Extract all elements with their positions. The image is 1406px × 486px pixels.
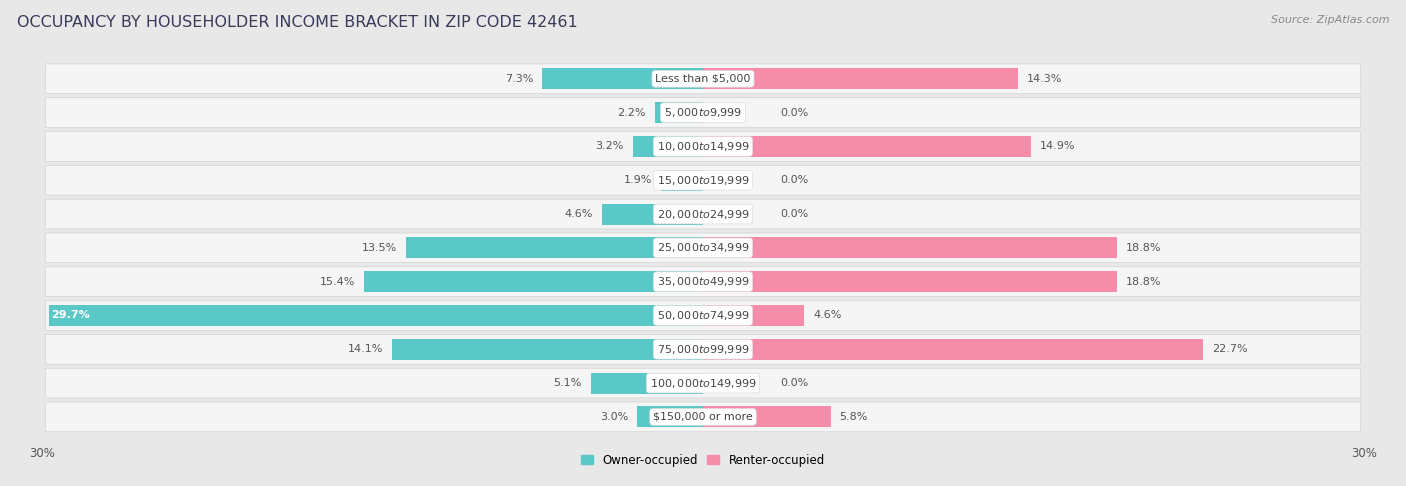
Bar — [49, 305, 703, 326]
Bar — [633, 136, 703, 157]
FancyBboxPatch shape — [45, 301, 1361, 330]
Bar — [602, 204, 703, 225]
Bar — [364, 271, 703, 292]
FancyBboxPatch shape — [45, 233, 1361, 263]
Text: $50,000 to $74,999: $50,000 to $74,999 — [657, 309, 749, 322]
FancyBboxPatch shape — [45, 334, 1361, 364]
Text: 0.0%: 0.0% — [780, 107, 808, 118]
Text: 4.6%: 4.6% — [564, 209, 593, 219]
Text: 5.1%: 5.1% — [554, 378, 582, 388]
FancyBboxPatch shape — [45, 64, 1361, 94]
Bar — [703, 237, 1118, 259]
Text: 7.3%: 7.3% — [505, 74, 533, 84]
Text: 18.8%: 18.8% — [1126, 277, 1161, 287]
Text: 14.9%: 14.9% — [1040, 141, 1076, 152]
Text: $20,000 to $24,999: $20,000 to $24,999 — [657, 208, 749, 221]
Text: 4.6%: 4.6% — [813, 311, 842, 320]
Text: 13.5%: 13.5% — [361, 243, 396, 253]
Text: 3.0%: 3.0% — [600, 412, 628, 422]
Text: 18.8%: 18.8% — [1126, 243, 1161, 253]
Text: $100,000 to $149,999: $100,000 to $149,999 — [650, 377, 756, 390]
Bar — [703, 271, 1118, 292]
Text: $75,000 to $99,999: $75,000 to $99,999 — [657, 343, 749, 356]
FancyBboxPatch shape — [45, 267, 1361, 296]
Text: Less than $5,000: Less than $5,000 — [655, 74, 751, 84]
Text: 3.2%: 3.2% — [595, 141, 624, 152]
Text: 29.7%: 29.7% — [51, 311, 90, 320]
FancyBboxPatch shape — [45, 165, 1361, 195]
Bar — [405, 237, 703, 259]
Bar — [661, 170, 703, 191]
Text: OCCUPANCY BY HOUSEHOLDER INCOME BRACKET IN ZIP CODE 42461: OCCUPANCY BY HOUSEHOLDER INCOME BRACKET … — [17, 15, 578, 30]
Text: $15,000 to $19,999: $15,000 to $19,999 — [657, 174, 749, 187]
FancyBboxPatch shape — [45, 402, 1361, 432]
Text: 2.2%: 2.2% — [617, 107, 645, 118]
Text: $35,000 to $49,999: $35,000 to $49,999 — [657, 275, 749, 288]
Text: 14.3%: 14.3% — [1026, 74, 1062, 84]
Text: 0.0%: 0.0% — [780, 175, 808, 185]
FancyBboxPatch shape — [45, 368, 1361, 398]
Bar — [637, 406, 703, 427]
FancyBboxPatch shape — [45, 98, 1361, 127]
Text: 0.0%: 0.0% — [780, 209, 808, 219]
Text: 0.0%: 0.0% — [780, 378, 808, 388]
Legend: Owner-occupied, Renter-occupied: Owner-occupied, Renter-occupied — [576, 449, 830, 471]
Text: $25,000 to $34,999: $25,000 to $34,999 — [657, 242, 749, 254]
Text: $150,000 or more: $150,000 or more — [654, 412, 752, 422]
Text: 14.1%: 14.1% — [349, 344, 384, 354]
Bar — [703, 69, 1018, 89]
Bar — [655, 102, 703, 123]
Text: $10,000 to $14,999: $10,000 to $14,999 — [657, 140, 749, 153]
Bar — [703, 305, 804, 326]
Bar — [392, 339, 703, 360]
FancyBboxPatch shape — [45, 132, 1361, 161]
Bar — [703, 406, 831, 427]
Bar — [703, 339, 1204, 360]
FancyBboxPatch shape — [45, 199, 1361, 229]
Text: 15.4%: 15.4% — [319, 277, 354, 287]
Text: $5,000 to $9,999: $5,000 to $9,999 — [664, 106, 742, 119]
Text: 22.7%: 22.7% — [1212, 344, 1247, 354]
Bar — [591, 373, 703, 394]
Bar — [703, 136, 1031, 157]
Text: 1.9%: 1.9% — [624, 175, 652, 185]
Text: Source: ZipAtlas.com: Source: ZipAtlas.com — [1271, 15, 1389, 25]
Text: 5.8%: 5.8% — [839, 412, 868, 422]
Bar — [543, 69, 703, 89]
